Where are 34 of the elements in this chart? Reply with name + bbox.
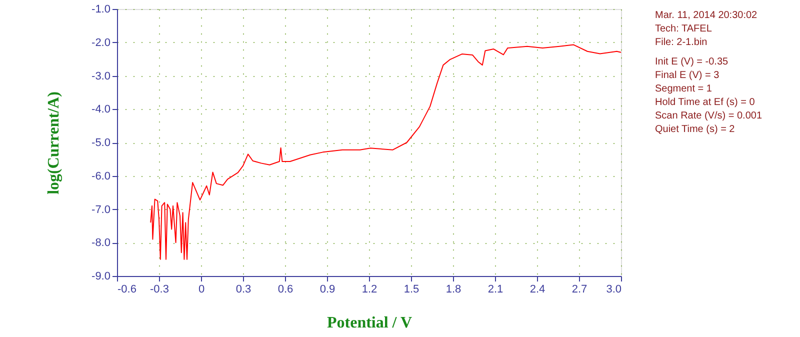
x-tick-label: 2.7: [572, 284, 588, 296]
text: Init E (V) = -0.35: [655, 56, 729, 68]
x-tick-label: 0: [198, 284, 205, 296]
y-tick-label: -6.0: [92, 170, 110, 182]
y-tick-label: -2.0: [92, 36, 110, 49]
x-tick-label: -0.3: [150, 284, 169, 296]
line-series: [150, 44, 622, 260]
y-tick-label: -3.0: [92, 70, 110, 82]
text: File: 2-1.bin: [655, 37, 708, 48]
x-tick-label: 1.2: [362, 284, 378, 296]
text: Final E (V) = 3: [655, 70, 720, 81]
y-tick-label: -7.0: [92, 204, 110, 216]
y-tick-label: -9.0: [92, 270, 110, 282]
text: Mar. 11, 2014 20:30:02: [655, 10, 758, 21]
y-tick-label: -4.0: [92, 104, 110, 116]
x-tick-label: -0.6: [118, 284, 136, 296]
text: Tech: TAFEL: [655, 24, 712, 34]
x-tick-label: 2.4: [530, 284, 546, 296]
y-tick-label: -8.0: [92, 237, 110, 250]
x-tick-label: 1.5: [404, 284, 420, 296]
x-tick-label: 0.9: [320, 284, 336, 296]
y-tick-label: -1.0: [92, 4, 110, 16]
y-tick-label: -5.0: [92, 137, 110, 149]
x-tick-label: 2.1: [488, 284, 504, 296]
y-axis-title: log(Current/A): [46, 92, 63, 194]
x-tick-label: 3.0: [606, 284, 622, 296]
text: Scan Rate (V/s) = 0.001: [655, 110, 762, 122]
x-axis-title: Potential / V: [326, 314, 412, 332]
text: Segment = 1: [655, 84, 712, 94]
text: Quiet Time (s) = 2: [655, 124, 736, 135]
x-tick-label: 1.8: [446, 284, 462, 296]
x-tick-label: 0.6: [278, 284, 294, 296]
text: Hold Time at Ef (s) = 0: [655, 97, 756, 108]
x-tick-label: 0.3: [236, 284, 252, 296]
